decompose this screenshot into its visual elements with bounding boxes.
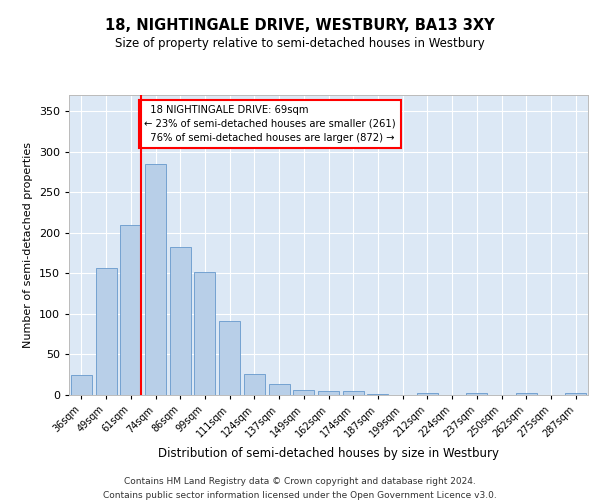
Bar [343,391,364,395]
Text: Contains HM Land Registry data © Crown copyright and database right 2024.: Contains HM Land Registry data © Crown c… [124,478,476,486]
Text: 18, NIGHTINGALE DRIVE, WESTBURY, BA13 3XY: 18, NIGHTINGALE DRIVE, WESTBURY, BA13 3X… [105,18,495,32]
X-axis label: Distribution of semi-detached houses by size in Westbury: Distribution of semi-detached houses by … [158,448,499,460]
Bar [367,394,388,395]
Text: Size of property relative to semi-detached houses in Westbury: Size of property relative to semi-detach… [115,38,485,51]
Text: 18 NIGHTINGALE DRIVE: 69sqm
← 23% of semi-detached houses are smaller (261)
  76: 18 NIGHTINGALE DRIVE: 69sqm ← 23% of sem… [144,104,396,142]
Bar [417,392,438,395]
Text: Contains public sector information licensed under the Open Government Licence v3: Contains public sector information licen… [103,491,497,500]
Bar [194,272,215,395]
Bar [170,248,191,395]
Bar [219,321,240,395]
Bar [565,392,586,395]
Bar [269,384,290,395]
Bar [71,374,92,395]
Bar [293,390,314,395]
Bar [318,391,339,395]
Bar [95,268,116,395]
Bar [145,164,166,395]
Bar [120,224,141,395]
Bar [244,374,265,395]
Y-axis label: Number of semi-detached properties: Number of semi-detached properties [23,142,33,348]
Bar [516,392,537,395]
Bar [466,392,487,395]
